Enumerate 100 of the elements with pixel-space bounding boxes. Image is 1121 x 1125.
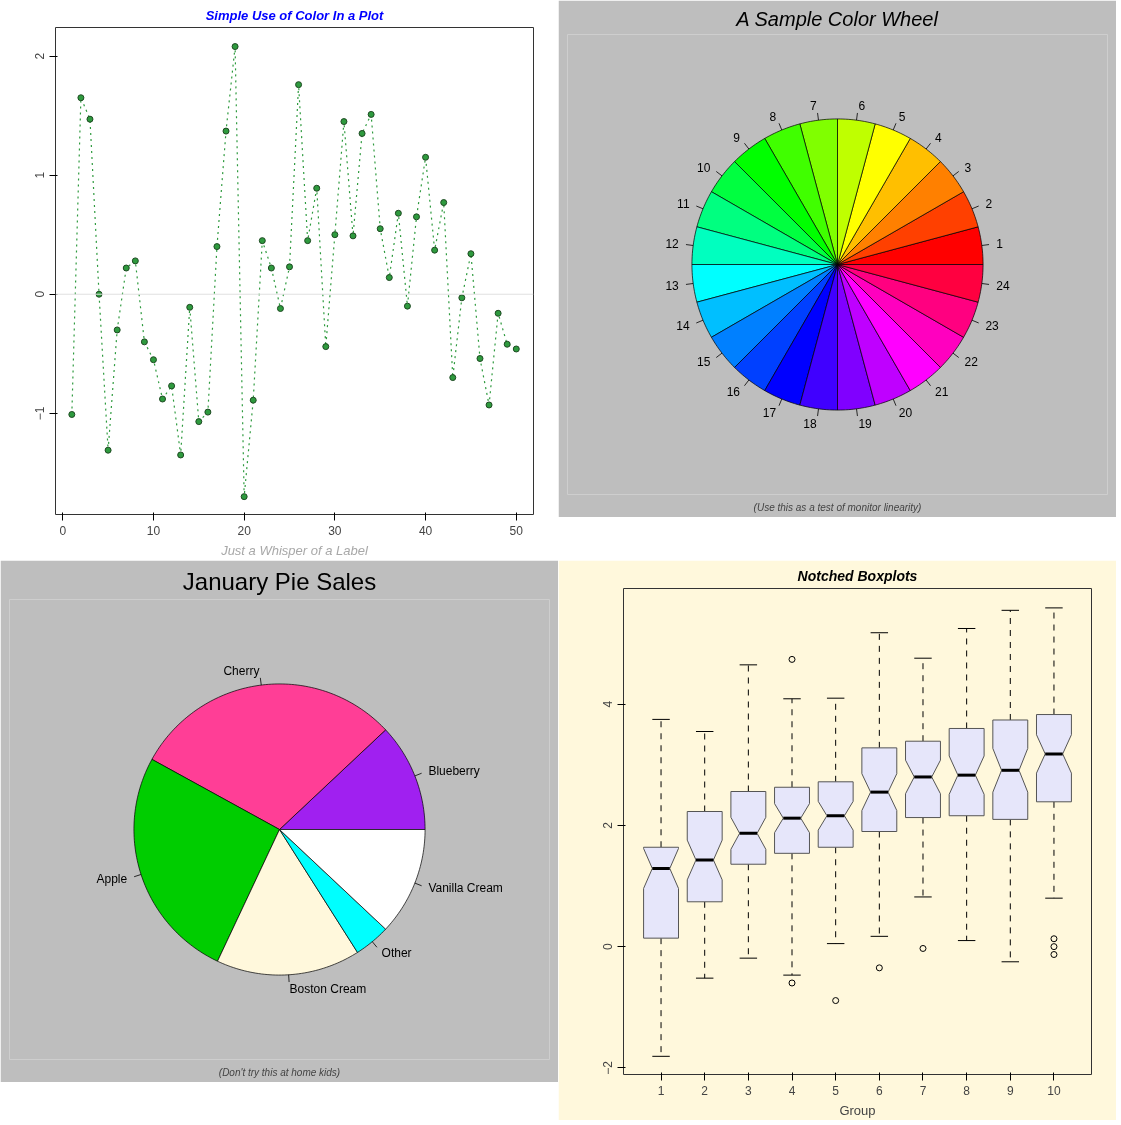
x-tick-label: 7	[919, 1083, 927, 1098]
point	[140, 338, 148, 346]
y-tick-label: 0	[33, 290, 48, 298]
point	[476, 355, 484, 363]
point	[367, 110, 375, 118]
slice-label: 10	[697, 160, 711, 175]
x-tick-label: 6	[875, 1083, 883, 1098]
slice-label: 8	[769, 110, 777, 125]
chart-title: Simple Use of Color In a Plot	[205, 7, 385, 23]
point	[322, 343, 330, 351]
point	[376, 225, 384, 233]
x-axis-title: Just a Whisper of a Label	[220, 542, 369, 558]
slice-label: 11	[677, 196, 690, 211]
point	[503, 340, 511, 348]
point	[467, 250, 475, 258]
point	[449, 374, 457, 382]
point	[267, 264, 275, 272]
slice-label: Cherry	[223, 663, 260, 678]
point	[385, 274, 393, 282]
point	[276, 305, 284, 312]
chart-title: A Sample Color Wheel	[735, 7, 939, 30]
point	[403, 302, 411, 310]
point	[304, 237, 312, 245]
slice-label: 24	[996, 278, 1010, 293]
point	[86, 115, 94, 123]
point	[485, 401, 493, 409]
slice-label: 23	[985, 319, 1000, 334]
x-tick-label: 5	[832, 1083, 840, 1098]
x-tick-label: 30	[328, 523, 342, 538]
y-tick-label: 0	[601, 942, 616, 950]
slice-label: 17	[762, 405, 777, 420]
point	[77, 94, 85, 102]
point	[358, 129, 366, 137]
slice-label: 21	[934, 385, 949, 400]
x-tick-label: 9	[1006, 1083, 1014, 1098]
slice-label: 15	[697, 355, 711, 370]
y-tick-label: 2	[601, 821, 616, 829]
point	[159, 395, 167, 403]
x-tick-label: 40	[418, 523, 433, 538]
x-tick-label: 4	[788, 1083, 796, 1098]
slice-label: 12	[665, 237, 680, 252]
x-tick-label: 50	[509, 523, 524, 538]
point	[186, 303, 194, 311]
point	[231, 43, 239, 51]
slice-label: 20	[898, 405, 913, 420]
slice-label: 2	[985, 196, 993, 211]
slice-label: 1	[996, 237, 1004, 252]
slice-label: 13	[665, 278, 680, 293]
point	[412, 213, 420, 221]
x-tick-label: 1	[657, 1083, 665, 1098]
y-tick-label: 1	[33, 171, 48, 179]
slice-label: Blueberry	[428, 763, 480, 778]
point	[113, 326, 121, 334]
slice-label: 3	[964, 160, 972, 175]
slice-label: 19	[858, 416, 873, 431]
point	[104, 446, 112, 454]
slice-label: 7	[809, 99, 817, 114]
slice-label: Other	[381, 945, 412, 960]
slice-label: Boston Cream	[289, 982, 367, 997]
x-tick-label: 20	[237, 523, 252, 538]
point	[240, 493, 248, 501]
point	[313, 184, 321, 192]
chart-title: Notched Boxplots	[797, 567, 918, 584]
y-tick-label: 4	[601, 700, 616, 708]
point	[177, 451, 185, 459]
point	[222, 127, 230, 135]
slice-label: 22	[964, 355, 979, 370]
slice-label: 6	[858, 99, 866, 114]
point	[204, 408, 212, 416]
point	[131, 257, 139, 265]
point	[440, 199, 448, 207]
text: (Don't try this at home kids)	[218, 1066, 341, 1078]
text: (Use this as a test of monitor linearity)	[753, 501, 922, 513]
point	[213, 243, 221, 251]
slice-label: Apple	[96, 871, 128, 886]
point	[431, 246, 439, 254]
x-axis-title: Group	[839, 1102, 876, 1118]
point	[295, 81, 303, 89]
point	[168, 382, 176, 390]
slice-label: 14	[676, 319, 690, 334]
point	[422, 153, 430, 161]
slice-label: 18	[803, 416, 817, 431]
x-tick-label: 8	[963, 1083, 971, 1098]
point	[286, 263, 294, 271]
y-tick-label: −2	[601, 1060, 616, 1075]
slice-label: 16	[726, 385, 741, 400]
point	[331, 231, 339, 239]
slice-label: 4	[934, 130, 942, 145]
point	[149, 356, 157, 364]
point	[68, 410, 76, 418]
point	[258, 237, 266, 245]
slice-label: Vanilla Cream	[428, 881, 503, 896]
slice-label: 5	[898, 110, 906, 125]
y-tick-label: 2	[33, 52, 48, 60]
slice-label: 9	[733, 130, 741, 145]
point	[249, 396, 257, 404]
x-tick-label: 10	[146, 523, 161, 538]
x-tick-label: 10	[1047, 1083, 1061, 1098]
y-tick-label: −1	[33, 406, 48, 421]
x-tick-label: 0	[59, 523, 67, 538]
